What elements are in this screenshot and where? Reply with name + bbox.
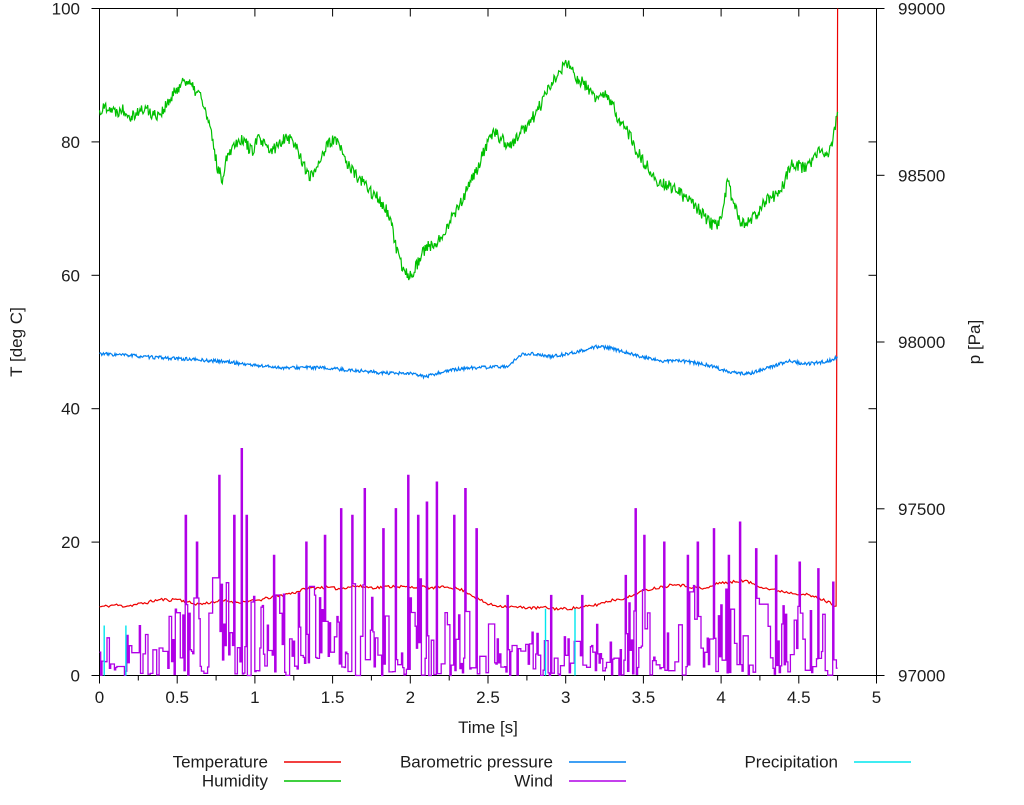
legend-item-temperature: Temperature <box>173 753 341 772</box>
plot-border <box>99 8 877 676</box>
legend-label-precipitation: Precipitation <box>744 753 838 772</box>
y-axis-tick-label: 80 <box>61 133 80 152</box>
y2-axis-tick-label: 98000 <box>898 333 945 352</box>
y2-axis-tick-label: 97500 <box>898 500 945 519</box>
x-axis-tick-label: 3.5 <box>632 688 656 707</box>
x-axis-tick-label: 5 <box>872 688 881 707</box>
legend-label-barometric-pressure: Barometric pressure <box>400 753 553 772</box>
legend-label-wind: Wind <box>514 772 553 791</box>
x-axis-tick-label: 4 <box>716 688 725 707</box>
series-temperature-line <box>99 8 839 611</box>
x-axis-title: Time [s] <box>458 718 518 737</box>
x-axis-tick-label: 1.5 <box>321 688 345 707</box>
legend-label-temperature: Temperature <box>173 753 268 772</box>
y2-axis-tick-label: 99000 <box>898 0 945 19</box>
series-humidity-line <box>98 59 839 281</box>
legend-item-humidity: Humidity <box>202 772 341 791</box>
y-axis-tick-label: 60 <box>61 266 80 285</box>
y-axis-title: T [deg C] <box>7 307 26 377</box>
series-barometric-pressure-line <box>99 344 838 380</box>
y2-axis-tick-label: 97000 <box>898 667 945 686</box>
x-axis-tick-label: 0.5 <box>165 688 189 707</box>
y-axis-tick-label: 40 <box>61 400 80 419</box>
x-axis-tick-label: 3 <box>561 688 570 707</box>
legend-item-barometric-pressure: Barometric pressure <box>400 753 626 772</box>
x-axis-tick-label: 2.5 <box>476 688 500 707</box>
y-axis-tick-label: 0 <box>71 667 80 686</box>
y-axis-tick-label: 20 <box>61 533 80 552</box>
y2-axis-title: p [Pa] <box>965 320 984 364</box>
series-wind-line <box>99 448 838 677</box>
legend-item-precipitation: Precipitation <box>744 753 911 772</box>
x-axis-tick-label: 4.5 <box>787 688 811 707</box>
x-axis-tick-label: 2 <box>406 688 415 707</box>
legend-label-humidity: Humidity <box>202 772 269 791</box>
y2-axis-tick-label: 98500 <box>898 166 945 185</box>
y-axis-tick-label: 100 <box>52 0 80 19</box>
x-axis-tick-label: 0 <box>95 688 104 707</box>
legend-item-wind: Wind <box>514 772 626 791</box>
x-axis-tick-label: 1 <box>250 688 259 707</box>
